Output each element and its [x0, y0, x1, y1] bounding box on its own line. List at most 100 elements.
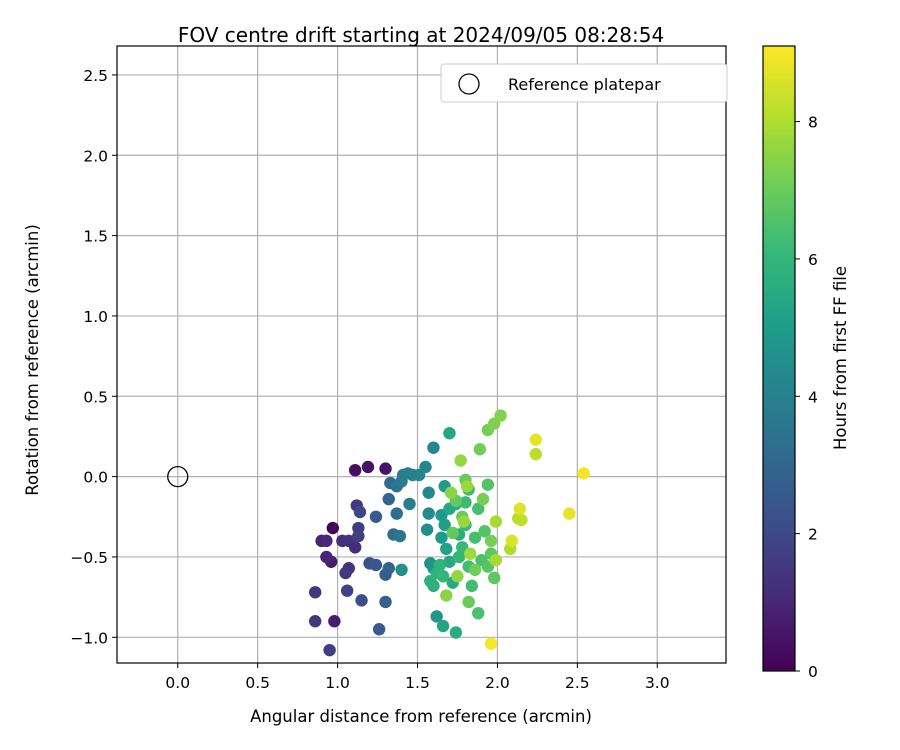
- grid-lines: [117, 46, 726, 663]
- colorbar-gradient: [762, 45, 796, 672]
- scatter-point: [433, 558, 447, 572]
- scatter-point: [369, 558, 383, 572]
- scatter-point: [529, 433, 542, 446]
- scatter-point: [440, 542, 453, 556]
- scatter-point: [476, 492, 490, 506]
- scatter-point: [484, 637, 498, 650]
- x-tick-label: 1.0: [325, 674, 350, 692]
- scatter-point: [478, 525, 491, 538]
- x-tick-label: 3.0: [645, 674, 670, 692]
- scatter-point: [473, 443, 487, 456]
- scatter-point: [457, 515, 471, 528]
- scatter-point: [403, 497, 416, 511]
- colorbar-tick-label: 2: [808, 526, 818, 544]
- scatter-point: [427, 579, 440, 593]
- scatter-point: [489, 553, 503, 567]
- y-tick-label: 0.5: [83, 388, 108, 406]
- scatter-point: [489, 515, 503, 528]
- scatter-point: [382, 562, 395, 575]
- scatter-point: [361, 460, 375, 474]
- colorbar-ticks: 0 2 4 6 8: [795, 114, 818, 681]
- scatter-point: [435, 531, 448, 544]
- scatter-point: [443, 555, 456, 568]
- plot-area-frame: [116, 45, 727, 664]
- scatter-point: [452, 550, 466, 564]
- scatter-point: [355, 594, 368, 607]
- scatter-point: [339, 566, 352, 580]
- scatter-point: [444, 486, 458, 499]
- reference-platepar-marker: [167, 465, 189, 488]
- legend-circle-icon: [458, 73, 480, 95]
- scatter-point: [513, 502, 527, 515]
- scatter-point: [464, 547, 477, 560]
- y-tick-label: −1.0: [70, 629, 108, 647]
- y-tick-label: 1.5: [83, 228, 108, 246]
- scatter-series: [309, 409, 590, 657]
- scatter-point: [320, 534, 333, 548]
- scatter-point: [422, 507, 435, 520]
- x-tick-label: 2.5: [565, 674, 590, 692]
- scatter-point: [563, 507, 576, 520]
- scatter-point: [505, 534, 519, 548]
- scatter-point: [309, 586, 322, 599]
- reference-point: [167, 465, 189, 488]
- scatter-point: [577, 467, 590, 480]
- x-axis-label: Angular distance from reference (arcmin): [250, 707, 592, 726]
- axis-ticks: 0.0 0.5 1.0 1.5 2.0 2.5 3.0 −1.0 −0.5 0.0 0.5 1.0 1.…: [70, 67, 669, 692]
- scatter-point: [468, 531, 482, 544]
- scatter-point: [459, 496, 472, 509]
- scatter-point: [430, 610, 443, 623]
- scatter-point: [438, 518, 451, 532]
- scatter-point: [454, 454, 467, 467]
- y-tick-label: 1.0: [83, 308, 108, 326]
- colorbar: 0 2 4 6 8 Hours from first FF file: [762, 45, 850, 681]
- scatter-point: [529, 447, 542, 461]
- scatter-point: [443, 427, 456, 440]
- scatter-point: [436, 619, 450, 633]
- y-tick-label: 0.0: [83, 469, 108, 487]
- x-tick-label: 2.0: [485, 674, 510, 692]
- colorbar-tick-label: 0: [808, 663, 818, 681]
- colorbar-tick-label: 8: [808, 114, 818, 132]
- scatter-point: [390, 507, 403, 520]
- scatter-point: [440, 589, 453, 602]
- scatter-point: [422, 486, 435, 499]
- scatter-point: [420, 523, 434, 536]
- scatter-point: [326, 521, 339, 535]
- scatter-point: [481, 478, 495, 491]
- scatter-point: [472, 606, 485, 620]
- scatter-point: [484, 534, 498, 548]
- y-tick-label: −0.5: [70, 549, 108, 567]
- scatter-point: [382, 492, 395, 506]
- scatter-point: [320, 550, 333, 564]
- scatter-point: [369, 510, 383, 523]
- scatter-point: [436, 570, 450, 583]
- scatter-point: [379, 595, 392, 609]
- scatter-point: [449, 626, 463, 639]
- scatter-point: [379, 462, 392, 475]
- scatter-point: [460, 480, 474, 493]
- scatter-point: [462, 595, 475, 609]
- scatter-point: [352, 529, 365, 543]
- scatter-point: [328, 615, 341, 628]
- y-axis-label: Rotation from reference (arcmin): [23, 224, 42, 496]
- scatter-point: [348, 463, 362, 477]
- scatter-point: [348, 541, 362, 554]
- x-tick-label: 1.5: [405, 674, 430, 692]
- scatter-point: [340, 584, 354, 597]
- legend-box: [440, 63, 728, 103]
- colorbar-tick-label: 4: [808, 388, 818, 406]
- legend: Reference platepar: [440, 63, 728, 103]
- scatter-point: [372, 623, 386, 636]
- colorbar-label: Hours from first FF file: [831, 266, 850, 450]
- scatter-point: [515, 513, 528, 527]
- legend-label: Reference platepar: [508, 75, 661, 94]
- scatter-point: [353, 505, 367, 519]
- colorbar-tick-label: 6: [808, 251, 818, 269]
- x-tick-label: 0.5: [245, 674, 270, 692]
- scatter-point: [468, 563, 482, 577]
- chart-title: FOV centre drift starting at 2024/09/05 …: [178, 23, 664, 47]
- y-tick-label: 2.5: [83, 67, 108, 85]
- scatter-point: [472, 502, 485, 515]
